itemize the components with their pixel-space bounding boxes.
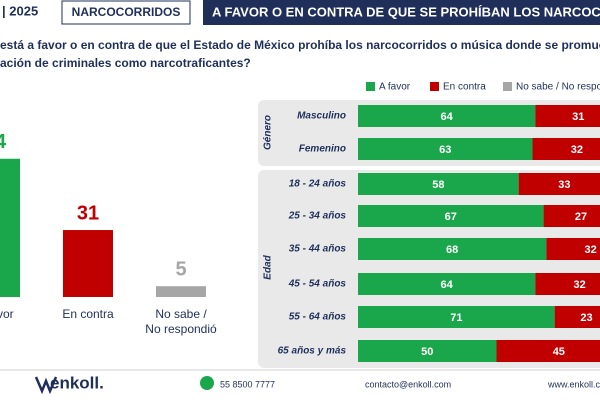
section-tab <box>61 0 191 25</box>
group-label: Género <box>263 115 274 150</box>
footer-phone: 55 8500 7777 <box>220 379 275 389</box>
value-label: 27 <box>575 211 587 223</box>
value-label: 64 <box>441 279 454 291</box>
value-label: 32 <box>585 244 597 256</box>
logo-mark <box>34 376 58 395</box>
header-year: | 2025 <box>2 3 38 18</box>
logo: enkoll. <box>50 373 104 392</box>
category-label: A favor <box>0 307 14 321</box>
banner-title: A FAVOR O EN CONTRA DE QUE SE PROHÍBAN L… <box>212 4 600 19</box>
bar-segment <box>554 306 600 328</box>
row-label: 65 años y más <box>278 346 347 357</box>
value-label: 50 <box>421 346 433 358</box>
bar-segment <box>358 205 544 227</box>
row-label: Femenino <box>299 144 346 155</box>
section-title: NARCOCORRIDOS <box>72 5 181 19</box>
legend-swatch <box>503 82 512 91</box>
legend-label: En contra <box>443 82 486 93</box>
value-label: 32 <box>571 144 583 156</box>
bar <box>63 230 113 297</box>
bar-segment <box>358 238 547 260</box>
value-label: 58 <box>432 179 444 191</box>
row-label: 35 - 44 años <box>289 244 347 255</box>
bar-segment <box>358 340 497 362</box>
bar-segment <box>532 138 600 160</box>
banner <box>203 0 600 25</box>
footer-web: www.enkoll.com <box>547 379 600 389</box>
category-label: No sabe / No respondió <box>145 307 217 336</box>
bar-segment <box>496 340 600 362</box>
phone-icon <box>200 376 214 390</box>
bar-segment <box>543 205 600 227</box>
bar-segment <box>518 173 600 195</box>
legend-swatch <box>366 82 375 91</box>
value-label: 68 <box>446 244 458 256</box>
group-label: Edad <box>263 254 274 279</box>
value-label: 71 <box>450 312 462 324</box>
value-label: 64 <box>441 111 454 123</box>
bar-segment <box>358 105 536 127</box>
row-label: 25 - 34 años <box>288 211 347 222</box>
value-label: 67 <box>445 211 457 223</box>
value-label: 63 <box>439 144 451 156</box>
footer-email: contacto@enkoll.com <box>365 379 451 389</box>
category-label: En contra <box>62 307 114 321</box>
row-label: Masculino <box>297 111 346 122</box>
question-line: está a favor o en contra de que el Estad… <box>0 38 600 52</box>
row-label: 18 - 24 años <box>289 179 347 190</box>
bar-segment <box>546 238 600 260</box>
row-label: 45 - 54 años <box>288 279 347 290</box>
value-label: 31 <box>77 202 99 224</box>
bar-segment <box>358 173 519 195</box>
legend-label: A favor <box>379 82 411 93</box>
question-line: ación de criminales como narcotraficante… <box>0 56 251 70</box>
bar-segment <box>358 138 533 160</box>
legend-label: No sabe / No respondió <box>516 82 600 93</box>
value-label: 31 <box>572 111 584 123</box>
bar <box>0 158 20 297</box>
bar-segment <box>358 273 536 295</box>
value-label: 64 <box>0 131 7 153</box>
bar-segment <box>535 273 600 295</box>
group-panel <box>258 170 600 368</box>
value-label: 23 <box>580 312 592 324</box>
bar-segment <box>358 306 555 328</box>
bar-segment <box>535 105 600 127</box>
value-label: 45 <box>553 346 565 358</box>
value-label: 32 <box>573 279 585 291</box>
value-label: 5 <box>175 258 186 280</box>
row-label: 55 - 64 años <box>289 312 347 323</box>
value-label: 33 <box>558 179 570 191</box>
bar <box>156 286 206 297</box>
legend-swatch <box>430 82 439 91</box>
